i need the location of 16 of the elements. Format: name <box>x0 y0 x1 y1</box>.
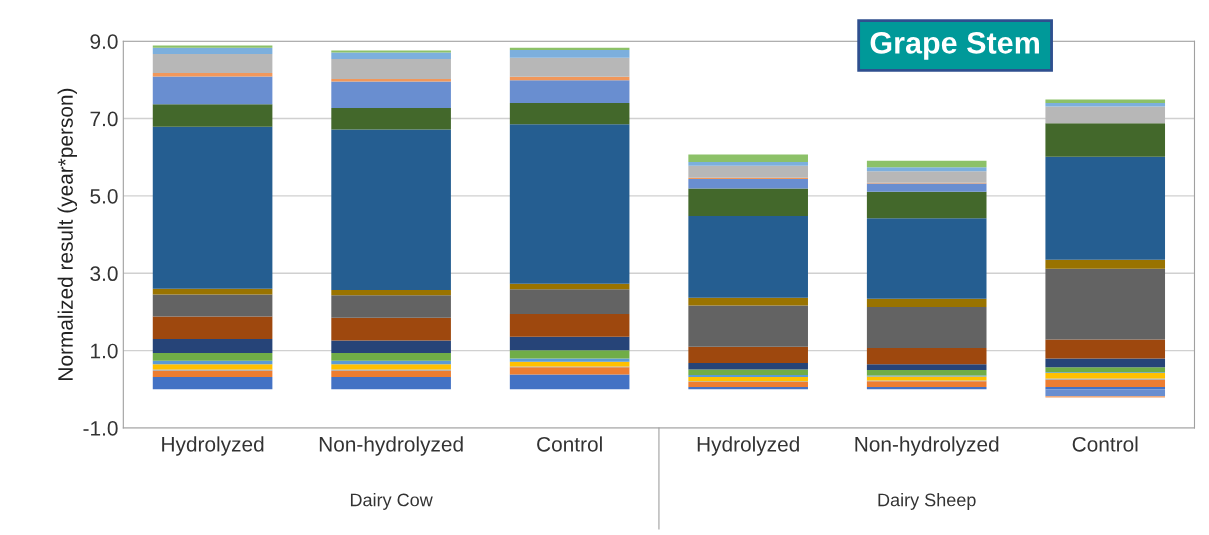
x-tick-label: Hydrolyzed <box>697 436 799 456</box>
x-tick-label: Control <box>537 436 602 452</box>
x-tick-label: Non-hydrolyzed <box>319 436 463 456</box>
text: Dairy Cow <box>350 493 433 510</box>
chart-title: Grape Stem <box>870 32 1039 60</box>
y-tick-label: 5.0 <box>90 188 118 204</box>
x-tick-label: Non-hydrolyzed <box>855 436 999 456</box>
y-tick-label: 1.0 <box>91 343 118 359</box>
y-tick-label: 7.0 <box>90 111 118 127</box>
text: Dairy Sheep <box>878 493 976 510</box>
y-tick-label: 3.0 <box>90 266 118 282</box>
y-axis-title: Normalized result (year*person) <box>57 88 78 380</box>
y-tick-label: -1.0 <box>83 421 118 436</box>
x-tick-label: Control <box>1072 436 1138 452</box>
x-tick-label: Hydrolyzed <box>162 436 264 456</box>
y-tick-label: 9.0 <box>90 34 118 49</box>
